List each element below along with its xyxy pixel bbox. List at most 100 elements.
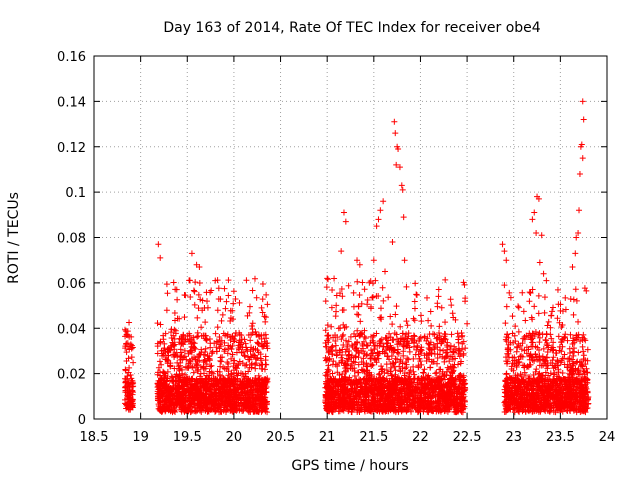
data-point xyxy=(208,377,215,384)
data-point xyxy=(379,284,386,291)
data-point xyxy=(458,358,465,365)
data-point xyxy=(535,310,542,317)
data-point xyxy=(178,389,185,396)
data-point xyxy=(553,350,560,357)
data-point xyxy=(384,388,391,395)
data-point xyxy=(340,331,347,338)
data-point xyxy=(212,408,219,415)
data-point xyxy=(375,292,382,299)
data-point xyxy=(322,327,329,334)
data-point xyxy=(212,408,219,415)
data-point xyxy=(324,366,331,373)
data-point xyxy=(371,403,378,410)
data-point xyxy=(411,383,418,390)
data-point xyxy=(336,359,343,366)
data-point xyxy=(381,385,388,392)
data-point xyxy=(378,408,385,415)
data-point xyxy=(404,322,411,329)
data-point xyxy=(205,408,212,415)
data-point xyxy=(436,405,443,412)
data-point xyxy=(262,389,269,396)
data-point xyxy=(404,355,411,362)
data-point xyxy=(236,329,243,336)
data-point xyxy=(368,382,375,389)
data-point xyxy=(123,358,130,365)
data-point xyxy=(325,395,332,402)
data-point xyxy=(356,332,363,339)
data-point xyxy=(432,393,439,400)
data-point xyxy=(227,394,234,401)
data-point xyxy=(228,407,235,414)
data-point xyxy=(451,349,458,356)
data-point xyxy=(552,409,559,416)
data-point xyxy=(373,359,380,366)
data-point xyxy=(173,378,180,385)
data-point xyxy=(514,372,521,379)
data-point xyxy=(422,394,429,401)
data-point xyxy=(459,395,466,402)
data-point xyxy=(217,337,224,344)
data-point xyxy=(389,383,396,390)
data-point xyxy=(160,375,167,382)
data-point xyxy=(172,373,179,380)
data-point xyxy=(353,345,360,352)
data-point xyxy=(390,407,397,414)
data-point xyxy=(426,388,433,395)
data-point xyxy=(212,380,219,387)
data-point xyxy=(456,373,463,380)
data-point xyxy=(424,400,431,407)
data-point xyxy=(202,349,209,356)
data-point xyxy=(459,403,466,410)
data-point xyxy=(129,404,136,411)
data-point xyxy=(442,349,449,356)
data-point xyxy=(158,361,165,368)
data-point xyxy=(577,338,584,345)
data-point xyxy=(233,391,240,398)
data-point xyxy=(335,396,342,403)
data-point xyxy=(187,337,194,344)
data-point xyxy=(411,305,418,312)
data-point xyxy=(254,383,261,390)
data-point xyxy=(455,333,462,340)
data-point xyxy=(390,337,397,344)
data-point xyxy=(219,392,226,399)
data-point xyxy=(339,346,346,353)
data-point xyxy=(171,346,178,353)
data-point xyxy=(347,399,354,406)
data-point xyxy=(218,317,225,324)
data-point xyxy=(204,396,211,403)
data-point xyxy=(346,392,353,399)
data-point xyxy=(168,334,175,341)
data-point xyxy=(206,385,213,392)
data-point xyxy=(227,343,234,350)
data-point xyxy=(456,374,463,381)
data-point xyxy=(164,368,171,375)
data-point xyxy=(181,382,188,389)
data-point xyxy=(230,400,237,407)
data-point xyxy=(197,364,204,371)
data-point xyxy=(391,376,398,383)
data-point xyxy=(518,396,525,403)
data-point xyxy=(186,397,193,404)
data-point xyxy=(392,367,399,374)
data-point xyxy=(262,340,269,347)
data-point xyxy=(434,360,441,367)
data-point xyxy=(162,372,169,379)
data-point xyxy=(212,395,219,402)
data-point xyxy=(532,368,539,375)
data-point xyxy=(520,308,527,315)
data-point xyxy=(445,379,452,386)
data-point xyxy=(219,354,226,361)
data-point xyxy=(262,408,269,415)
data-point xyxy=(371,355,378,362)
data-point xyxy=(385,337,392,344)
data-point xyxy=(435,388,442,395)
data-point xyxy=(399,377,406,384)
data-point xyxy=(411,333,418,340)
data-point xyxy=(197,397,204,404)
data-point xyxy=(350,406,357,413)
data-point xyxy=(156,358,163,365)
data-point xyxy=(421,352,428,359)
data-point xyxy=(257,394,264,401)
data-point xyxy=(427,364,434,371)
